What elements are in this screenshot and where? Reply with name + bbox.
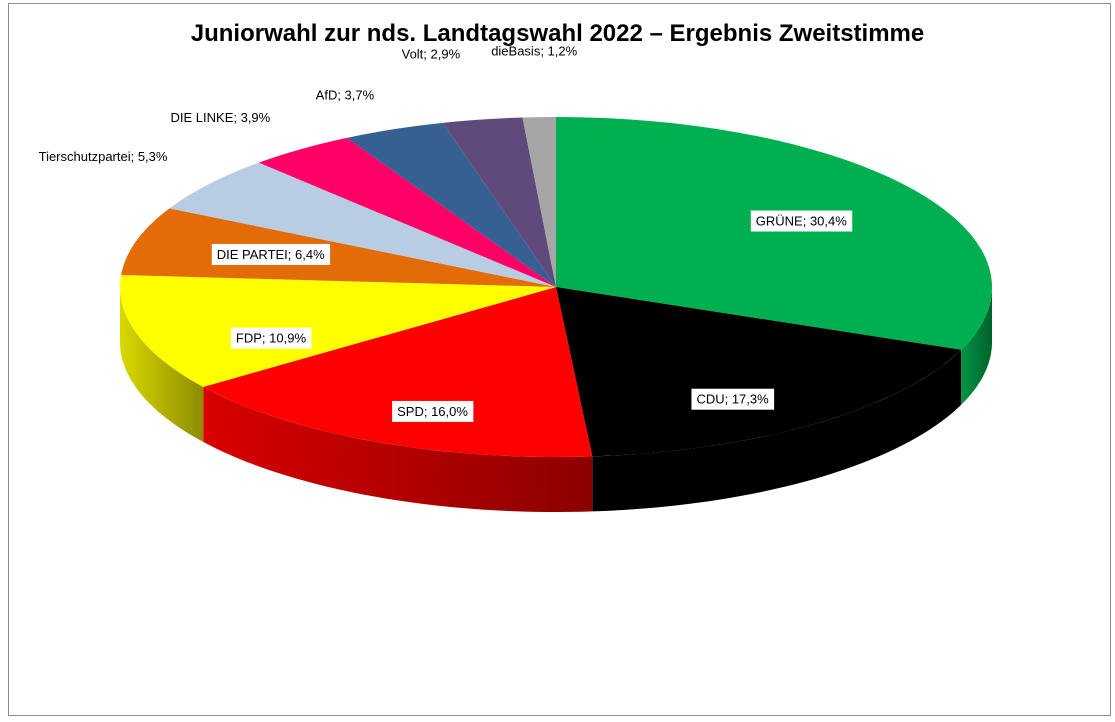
chart-title: Juniorwahl zur nds. Landtagswahl 2022 – … xyxy=(190,20,925,47)
pie-slice-die-linke xyxy=(258,137,556,287)
data-label-box-die-partei xyxy=(211,243,331,265)
pie-slice-gr-ne xyxy=(556,117,992,350)
data-label-box-spd xyxy=(392,400,474,422)
data-label-box-fdp xyxy=(230,327,312,349)
data-label-tierschutzpartei: Tierschutzpartei; 5,3% xyxy=(39,149,168,164)
data-label-box-gr-ne xyxy=(750,210,853,232)
pie-side-gr-ne xyxy=(961,287,992,405)
pie-side-walls xyxy=(120,287,992,512)
data-label-cdu: CDU; 17,3% xyxy=(696,392,769,407)
pie-slice-diebasis xyxy=(522,117,556,287)
pie-slice-cdu xyxy=(556,287,962,457)
pie-slice-fdp xyxy=(119,275,556,387)
data-label-die-partei: DIE PARTEI; 6,4% xyxy=(217,247,325,262)
pie-slice-spd xyxy=(203,287,593,457)
data-label-gr-ne: GRÜNE; 30,4% xyxy=(756,214,847,229)
pie-slice-volt xyxy=(442,117,556,287)
data-label-die-linke: DIE LINKE; 3,9% xyxy=(171,110,271,125)
pie-side-spd xyxy=(203,386,593,512)
data-label-diebasis: dieBasis; 1,2% xyxy=(491,44,577,59)
pie-slice-afd xyxy=(346,122,556,287)
data-label-box-cdu xyxy=(691,388,775,410)
data-labels: GRÜNE; 30,4% CDU; 17,3% SPD; 16,0% FDP; 10,… xyxy=(39,44,853,422)
data-label-afd: AfD; 3,7% xyxy=(316,88,375,103)
data-label-spd: SPD; 16,0% xyxy=(397,404,468,419)
data-label-volt: Volt; 2,9% xyxy=(402,47,461,62)
data-label-fdp: FDP; 10,9% xyxy=(236,331,307,346)
pie-side-cdu xyxy=(592,349,962,512)
pie-slice-tierschutzpartei xyxy=(169,162,557,287)
pie-side-fdp xyxy=(120,287,204,442)
pie-slice-die-partei xyxy=(121,208,556,287)
pie-top xyxy=(119,117,992,457)
